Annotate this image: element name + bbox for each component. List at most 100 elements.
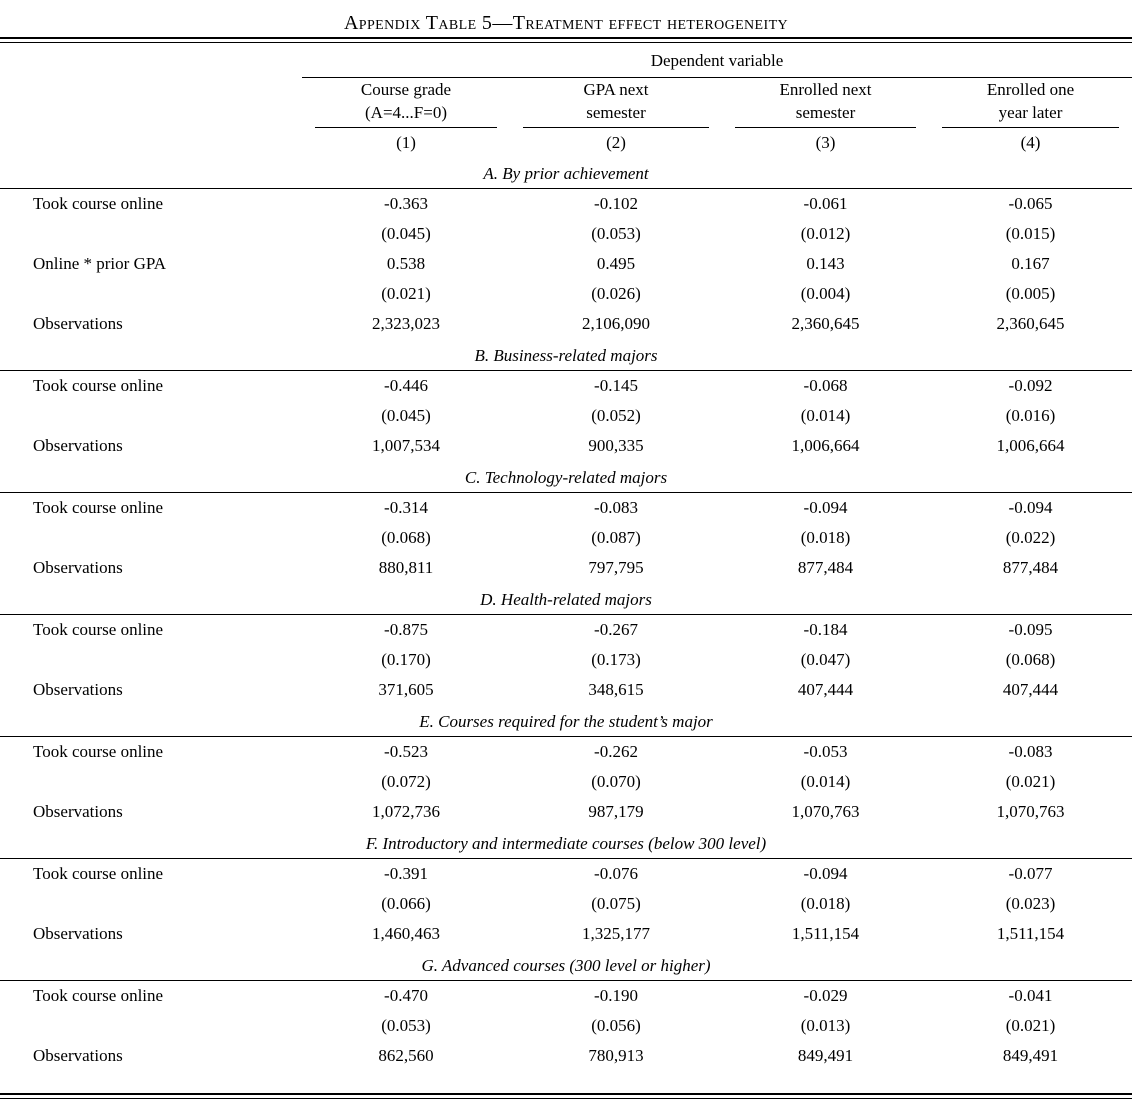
value-cell: 0.538 — [386, 254, 426, 273]
value-cell: 797,795 — [588, 558, 644, 577]
coefficient-row: Took course online -0.446 -0.145 -0.068 … — [0, 371, 1132, 402]
value-cell: (0.056) — [591, 1016, 641, 1035]
panel-heading-row: E. Courses required for the student’s ma… — [0, 705, 1132, 737]
value-cell: 2,360,645 — [996, 314, 1065, 333]
value-cell: 780,913 — [588, 1046, 644, 1065]
row-label: Observations — [33, 1046, 123, 1065]
row-label: Took course online — [33, 194, 164, 213]
value-cell: (0.013) — [800, 1016, 851, 1035]
value-cell: 877,484 — [797, 558, 854, 577]
std-error-row: (0.053) (0.056) (0.013) (0.021) — [0, 1011, 1132, 1041]
value-cell: (0.012) — [800, 224, 851, 243]
coefficient-row: Online * prior GPA 0.538 0.495 0.143 0.1… — [0, 249, 1132, 279]
value-cell: 1,460,463 — [372, 924, 440, 943]
observations-row: Observations 2,323,023 2,106,090 2,360,6… — [0, 309, 1132, 339]
value-cell: (0.014) — [800, 406, 851, 425]
panel-heading: C. Technology-related majors — [0, 461, 1132, 493]
row-label: Took course online — [33, 986, 164, 1005]
std-error-row: (0.045) (0.053) (0.012) (0.015) — [0, 219, 1132, 249]
row-label — [0, 523, 302, 553]
value-cell: -0.029 — [803, 986, 848, 1005]
value-cell: -0.053 — [803, 742, 848, 761]
value-cell: 987,179 — [588, 802, 644, 821]
observations-row: Observations 862,560 780,913 849,491 849… — [0, 1041, 1132, 1071]
row-label: Took course online — [33, 498, 164, 517]
value-cell: -0.094 — [1008, 498, 1053, 517]
panel-heading: A. By prior achievement — [0, 157, 1132, 189]
value-cell: -0.094 — [803, 864, 848, 883]
value-cell: 862,560 — [378, 1046, 434, 1065]
panel-heading: F. Introductory and intermediate courses… — [0, 827, 1132, 859]
value-cell: 1,070,763 — [791, 802, 860, 821]
value-cell: -0.077 — [1008, 864, 1053, 883]
value-cell: 2,360,645 — [791, 314, 860, 333]
value-cell: 348,615 — [588, 680, 644, 699]
value-cell: -0.470 — [384, 986, 428, 1005]
observations-row: Observations 1,007,534 900,335 1,006,664… — [0, 431, 1132, 461]
column-header-line1: Enrolled next — [779, 80, 872, 99]
row-label — [0, 767, 302, 797]
value-cell: -0.083 — [594, 498, 638, 517]
column-header-course-grade: Course grade (A=4...F=0) — [302, 78, 510, 128]
value-cell: (0.045) — [381, 224, 431, 243]
row-label: Took course online — [33, 742, 164, 761]
column-header-line2: semester — [795, 103, 856, 122]
row-label — [0, 279, 302, 309]
dependent-variable-label: Dependent variable — [302, 43, 1132, 78]
value-cell: (0.015) — [1005, 224, 1056, 243]
value-cell: (0.018) — [800, 528, 851, 547]
value-cell: -0.083 — [1008, 742, 1053, 761]
column-header-enrolled-next: Enrolled next semester — [722, 78, 929, 128]
observations-row: Observations 880,811 797,795 877,484 877… — [0, 553, 1132, 583]
column-header-enrolled-year: Enrolled one year later — [929, 78, 1132, 128]
panel-heading: E. Courses required for the student’s ma… — [0, 705, 1132, 737]
row-label — [0, 645, 302, 675]
regression-table: Dependent variable Course grade (A=4...F… — [0, 43, 1132, 1071]
row-label: Took course online — [33, 620, 164, 639]
top-double-rule — [0, 37, 1132, 43]
value-cell: 849,491 — [1002, 1046, 1059, 1065]
value-cell: 0.495 — [596, 254, 636, 273]
value-cell: -0.145 — [594, 376, 638, 395]
panel-heading-row: A. By prior achievement — [0, 157, 1132, 189]
coefficient-row: Took course online -0.470 -0.190 -0.029 … — [0, 981, 1132, 1012]
row-label — [0, 401, 302, 431]
coefficient-row: Took course online -0.391 -0.076 -0.094 … — [0, 859, 1132, 890]
value-cell: -0.041 — [1008, 986, 1053, 1005]
std-error-row: (0.045) (0.052) (0.014) (0.016) — [0, 401, 1132, 431]
value-cell: -0.094 — [803, 498, 848, 517]
coefficient-row: Took course online -0.523 -0.262 -0.053 … — [0, 737, 1132, 768]
value-cell: -0.065 — [1008, 194, 1053, 213]
value-cell: -0.102 — [594, 194, 638, 213]
row-label — [0, 1011, 302, 1041]
value-cell: -0.391 — [384, 864, 428, 883]
value-cell: -0.446 — [384, 376, 428, 395]
value-cell: 1,007,534 — [372, 436, 440, 455]
value-cell: 877,484 — [1002, 558, 1059, 577]
value-cell: (0.018) — [800, 894, 851, 913]
value-cell: -0.314 — [384, 498, 428, 517]
value-cell: 1,072,736 — [372, 802, 440, 821]
value-cell: 1,511,154 — [996, 924, 1065, 943]
value-cell: -0.076 — [594, 864, 638, 883]
value-cell: (0.053) — [591, 224, 641, 243]
value-cell: 1,325,177 — [582, 924, 650, 943]
row-label: Online * prior GPA — [33, 254, 167, 273]
panel-heading-row: C. Technology-related majors — [0, 461, 1132, 493]
value-cell: -0.363 — [384, 194, 428, 213]
value-cell: -0.262 — [594, 742, 638, 761]
value-cell: -0.875 — [384, 620, 428, 639]
value-cell: (0.087) — [591, 528, 641, 547]
row-label: Observations — [33, 558, 123, 577]
value-cell: 1,511,154 — [791, 924, 860, 943]
value-cell: (0.021) — [381, 284, 431, 303]
column-header-row: Course grade (A=4...F=0) GPA next semest… — [0, 78, 1132, 128]
value-cell: (0.022) — [1005, 528, 1056, 547]
value-cell: (0.173) — [591, 650, 641, 669]
panel-heading-row: F. Introductory and intermediate courses… — [0, 827, 1132, 859]
value-cell: (0.021) — [1005, 1016, 1056, 1035]
coefficient-row: Took course online -0.314 -0.083 -0.094 … — [0, 493, 1132, 524]
value-cell: -0.068 — [803, 376, 848, 395]
value-cell: -0.190 — [594, 986, 638, 1005]
row-label: Took course online — [33, 864, 164, 883]
